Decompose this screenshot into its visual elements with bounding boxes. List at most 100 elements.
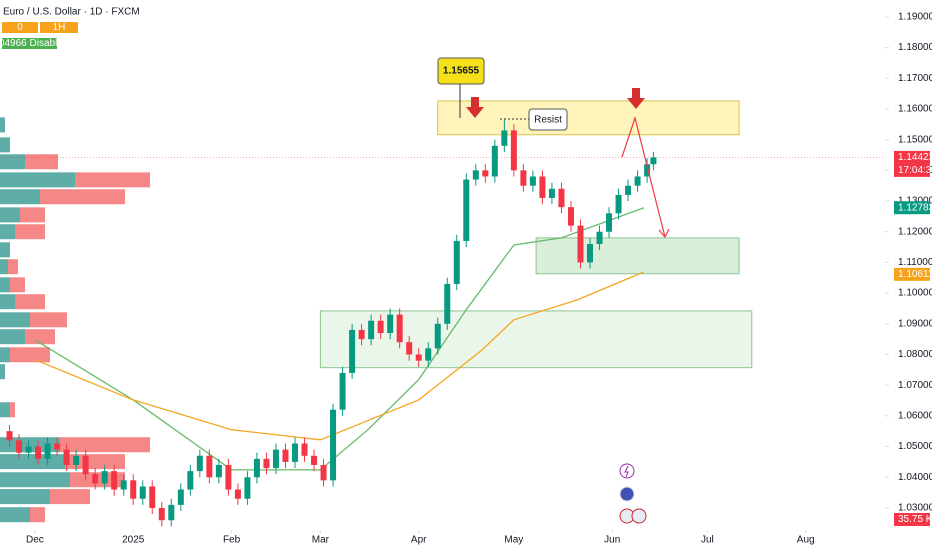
candle-body <box>339 372 346 410</box>
candle-body <box>196 455 203 472</box>
x-tick-label: Jul <box>701 535 714 546</box>
candle-body <box>472 170 479 180</box>
candle-body <box>491 145 498 177</box>
candle-body <box>292 443 298 462</box>
annotation-text: Resist <box>534 115 562 126</box>
volume-profile-up <box>0 207 20 223</box>
volume-profile-up <box>0 242 10 258</box>
volume-profile-down <box>20 207 45 223</box>
candle-body <box>358 329 365 340</box>
y-tick-label: 1.08000 <box>898 349 932 360</box>
candle-body <box>577 225 584 263</box>
candle-body <box>377 320 384 334</box>
badge-text: 1.04966 Disabled <box>0 38 68 49</box>
badge-text: 0 <box>17 22 23 33</box>
zone <box>437 100 740 136</box>
volume-tag <box>894 513 930 526</box>
candle-body <box>253 458 260 478</box>
candle-body <box>406 342 413 355</box>
candle-body <box>482 170 489 177</box>
candle-body <box>187 471 194 490</box>
candle-body <box>596 231 603 245</box>
event-icon <box>631 508 647 524</box>
candle-body <box>368 320 375 340</box>
drawings: Resist 1.15655 <box>437 57 670 524</box>
candle-body <box>387 314 394 334</box>
badge-text: 1H <box>53 22 66 33</box>
y-tick-label: 1.18000 <box>898 42 932 53</box>
candle-body <box>650 157 657 165</box>
zone <box>535 237 740 275</box>
y-tick-label: 1.05000 <box>898 441 932 452</box>
price-tag <box>894 201 930 215</box>
moving-average <box>34 271 645 441</box>
volume-profile-up <box>0 402 10 418</box>
y-tick-label: 1.17000 <box>898 73 932 84</box>
header: Euro / U.S. Dollar · 1D · FXCM 0 1H 1.0496… <box>0 7 140 50</box>
candle-body <box>263 458 270 469</box>
y-tick-label: 1.04000 <box>898 472 932 483</box>
candle-body <box>425 348 432 361</box>
y-tick-label: 1.03000 <box>898 503 932 514</box>
candle-body <box>158 507 165 521</box>
volume-profile-up <box>0 472 70 488</box>
candle-body <box>644 164 651 177</box>
y-tick-label: 1.11000 <box>898 257 932 268</box>
candle-body <box>282 449 289 462</box>
volume-profile-down <box>75 172 150 188</box>
candle-body <box>225 464 232 490</box>
candle-body <box>415 354 422 361</box>
volume-profile-down <box>10 347 50 363</box>
event-icon <box>624 465 629 478</box>
annotation-box <box>528 108 568 131</box>
price-tag-text: 1.14422 <box>898 152 932 163</box>
candle-body <box>272 449 279 469</box>
volume-profile-up <box>0 329 25 345</box>
volume-profile-up <box>0 294 15 310</box>
x-tick-label: Dec <box>26 535 44 546</box>
volume-profile-up <box>0 154 25 170</box>
candle-body <box>330 409 337 481</box>
volume-profile-down <box>40 189 125 205</box>
price-label-box <box>437 57 485 85</box>
candle-body <box>615 194 622 214</box>
x-tick-label: Apr <box>411 535 427 546</box>
projection-line <box>621 115 666 238</box>
y-tick-label: 1.19000 <box>898 12 932 23</box>
candle-body <box>130 480 137 499</box>
candle-body <box>548 188 555 198</box>
projection-arrowhead <box>658 228 670 239</box>
badge <box>40 22 78 33</box>
price-tag-text: 1.12783 <box>898 202 932 213</box>
candle-body <box>168 504 175 521</box>
volume-profile-down <box>30 312 67 328</box>
volume-profile-up <box>0 507 30 523</box>
volume-profile-up <box>0 117 5 133</box>
y-tick-label: 1.09000 <box>898 318 932 329</box>
candle-body <box>111 471 118 490</box>
countdown: 17:04:35 <box>898 165 932 176</box>
y-tick-label: 1.15000 <box>898 134 932 145</box>
candle-body <box>444 283 451 324</box>
candle-body <box>567 207 574 226</box>
volume-profile-down <box>30 507 45 523</box>
candle-body <box>606 213 613 232</box>
plot-area <box>0 100 885 527</box>
candle-body <box>63 449 70 465</box>
x-tick-label: Jun <box>604 535 620 546</box>
volume-profile-up <box>0 172 75 188</box>
candle-body <box>587 244 593 263</box>
price-tag <box>894 267 930 281</box>
volume-profile-down <box>25 329 55 345</box>
candle-body <box>501 130 508 146</box>
price-label: 1.15655 <box>443 66 480 77</box>
volume-profile-down <box>10 402 15 418</box>
x-tick-label: May <box>504 535 523 546</box>
candle-body <box>44 443 51 459</box>
candle-body <box>320 464 327 481</box>
candle-body <box>54 443 61 450</box>
volume-profile-down <box>10 277 25 293</box>
candle-body <box>463 179 470 241</box>
candle-body <box>349 329 356 373</box>
